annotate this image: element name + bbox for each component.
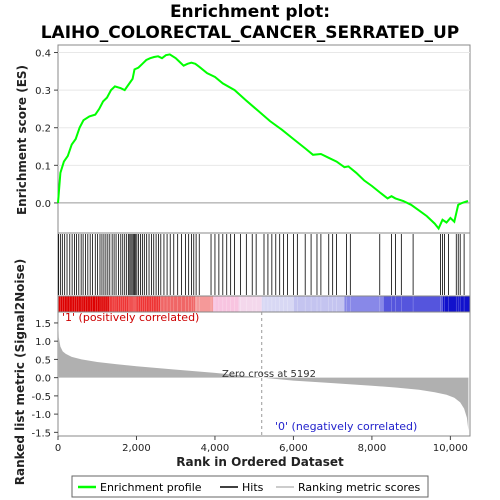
es-tick-label: 0.2 — [35, 124, 51, 135]
x-tick-label: 0 — [55, 443, 61, 454]
es-tick-label: 0.1 — [35, 161, 51, 172]
colorbar-segment — [442, 296, 470, 312]
legend-hits: Hits — [242, 481, 264, 494]
x-tick-label: 2,000 — [122, 443, 151, 454]
es-y-axis-label: Enrichment score (ES) — [15, 65, 29, 215]
colorbar-segment — [58, 296, 110, 312]
chart-title-line2: LAIHO_COLORECTAL_CANCER_SERRATED_UP — [41, 23, 460, 43]
x-tick-label: 6,000 — [279, 443, 308, 454]
es-tick-label: 0.3 — [35, 86, 51, 97]
colorbar-segment — [261, 296, 294, 312]
es-panel-frame — [57, 44, 471, 234]
metric-tick-label: -1.0 — [31, 410, 51, 421]
zero-cross-label: Zero cross at 5192 — [222, 369, 316, 380]
x-axis-label: Rank in Ordered Dataset — [176, 455, 344, 469]
x-tick-label: 4,000 — [201, 443, 230, 454]
metric-tick-label: 0.5 — [35, 355, 51, 366]
colorbar-segment — [238, 296, 262, 312]
legend-box — [71, 475, 429, 498]
metric-y-ticks: -1.5 -1.0 -0.5 0.0 0.5 1.0 1.5 — [31, 319, 58, 439]
hit-marks — [58, 234, 465, 295]
metric-tick-label: 1.5 — [35, 319, 51, 330]
colorbar-segment — [195, 296, 213, 312]
enrichment-profile-line — [57, 53, 469, 231]
colorbar-segment — [109, 296, 161, 312]
colorbar-segment — [383, 296, 443, 312]
x-axis-ticks: 0 2,000 4,000 6,000 8,000 10,000 — [55, 436, 468, 454]
ranking-colorbar — [57, 295, 471, 313]
ranking-metric-area — [58, 315, 469, 431]
colorbar-segment — [212, 296, 239, 312]
legend-ranking-metric: Ranking metric scores — [298, 481, 420, 494]
metric-y-axis-label: Ranked list metric (Signal2Noise) — [13, 259, 27, 486]
es-y-ticks: 0.0 0.1 0.2 0.3 0.4 — [35, 49, 58, 210]
positive-correlation-label: '1' (positively correlated) — [62, 311, 199, 324]
colorbar-segment — [293, 296, 345, 312]
es-gridlines — [58, 52, 470, 204]
colorbar-segment — [344, 296, 384, 312]
negative-correlation-label: '0' (negatively correlated) — [275, 420, 417, 433]
legend-enrichment-profile: Enrichment profile — [100, 481, 202, 494]
es-tick-label: 0.4 — [35, 49, 51, 60]
metric-tick-label: -1.5 — [31, 428, 51, 439]
es-tick-label: 0.0 — [35, 199, 51, 210]
x-tick-label: 8,000 — [358, 443, 387, 454]
metric-tick-label: -0.5 — [31, 392, 51, 403]
chart-title-line1: Enrichment plot: — [170, 2, 330, 22]
x-tick-label: 10,000 — [433, 443, 468, 454]
metric-tick-label: 0.0 — [35, 374, 51, 385]
metric-tick-label: 1.0 — [35, 337, 51, 348]
colorbar-segment — [160, 296, 196, 312]
